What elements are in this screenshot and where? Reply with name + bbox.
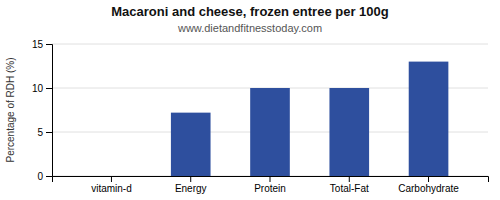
y-tick: 5 [37,127,52,138]
tick-label: Carbohydrate [398,183,459,194]
tick-mark [349,176,350,182]
chart-container: Macaroni and cheese, frozen entree per 1… [0,0,500,200]
y-tick: 10 [32,83,52,94]
x-tick: Protein [254,176,286,194]
tick-mark [46,176,52,177]
y-tick: 0 [37,171,52,182]
x-tick: Total-Fat [330,176,369,194]
tick-label: Protein [254,183,286,194]
tick-mark [111,176,112,182]
tick-label: vitamin-d [91,183,132,194]
tick-mark [428,176,429,182]
tick-mark [270,176,271,182]
axis-line [53,177,489,183]
y-tick: 15 [32,39,52,50]
grid [52,44,488,176]
x-tick: Carbohydrate [398,176,459,194]
tick-mark [46,132,52,133]
tick-label: 0 [37,171,43,182]
y-axis-title: Percentage of RDH (%) [5,57,16,162]
bars [171,62,448,176]
title: Macaroni and cheese, frozen entree per 1… [111,4,388,19]
tick-label: Energy [175,183,207,194]
tick-label: 10 [32,83,44,94]
tick-mark [46,88,52,89]
tick-mark [46,44,52,45]
tick-label: Total-Fat [330,183,369,194]
bar [409,62,449,176]
x-axis: vitamin-d Energy Protein Total-Fat Carbohydr… [53,176,489,194]
y-axis: 0 5 10 15 [32,39,53,182]
axis-line [46,45,53,177]
bar [171,113,211,176]
x-tick: Energy [175,176,207,194]
plot: 0 5 10 15 vitamin-d Energy Protein Total-Fat Car… [32,39,489,194]
bar [329,88,369,176]
tick-mark [190,176,191,182]
subtitle: www.dietandfitnesstoday.com [177,22,322,34]
chart-svg: Macaroni and cheese, frozen entree per 1… [0,0,500,200]
tick-label: 15 [32,39,44,50]
grid-line [52,44,488,45]
tick-label: 5 [37,127,43,138]
bar [92,176,132,177]
x-tick: vitamin-d [91,176,132,194]
bar [250,88,290,176]
